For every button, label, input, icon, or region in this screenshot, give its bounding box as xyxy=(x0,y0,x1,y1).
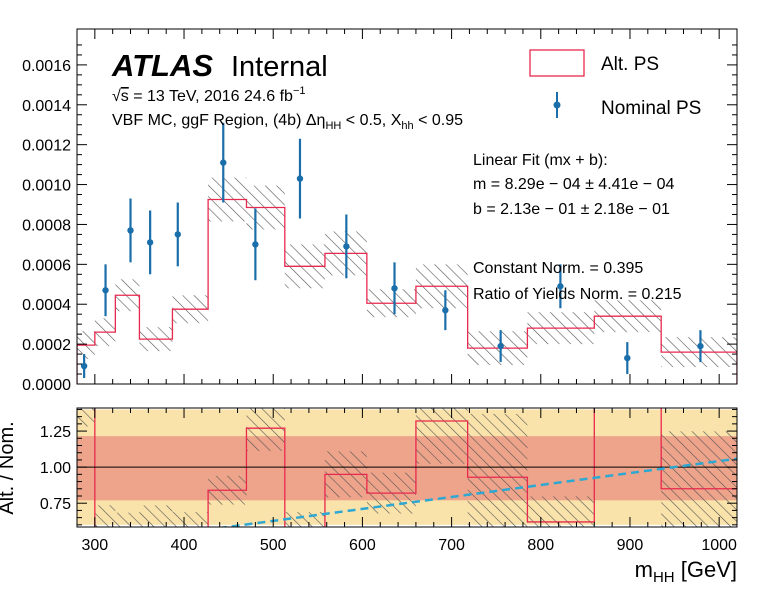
internal-label: Internal xyxy=(231,51,328,83)
nominal-ps-point xyxy=(391,285,398,292)
y-tick-label: 0.0006 xyxy=(22,257,71,274)
nominal-ps-point xyxy=(252,241,259,248)
y-tick-label: 0.75 xyxy=(40,496,71,513)
y-tick-label: 0.0002 xyxy=(22,337,71,354)
x-tick-label: 900 xyxy=(617,537,644,554)
ratio-y-ticks: 0.75 1.00 1.25 xyxy=(40,408,737,526)
sqrt-s: s xyxy=(121,88,129,105)
y-tick-label: 0.0016 xyxy=(22,58,71,75)
linear-fit-line xyxy=(218,457,737,527)
fit-b: b = 2.13e − 01 ± 2.18e − 01 xyxy=(473,201,670,218)
ratio-uncertainty-box xyxy=(77,408,95,427)
x-tick-label: 800 xyxy=(527,537,554,554)
nominal-ps-point xyxy=(174,231,181,238)
nominal-ps-point xyxy=(296,175,304,182)
main-x-ticks xyxy=(94,29,720,384)
ratio-uncertainty-box xyxy=(246,408,285,451)
legend: Alt. PS Nominal PS xyxy=(529,49,701,119)
ratio-uncertainty-box xyxy=(115,512,140,527)
x-tick-label: 1000 xyxy=(701,537,737,554)
energy-label: √s = 13 TeV, 2016 24.6 fb−1 xyxy=(112,85,305,105)
nominal-ps-point xyxy=(80,362,88,370)
nominal-ps-point xyxy=(557,283,564,290)
y-tick-label: 0.0004 xyxy=(22,297,71,314)
ratio-uncertainty-box xyxy=(94,505,116,527)
ratio-lines xyxy=(77,457,737,527)
nominal-ps-point xyxy=(146,239,154,246)
y-tick-label: 1.25 xyxy=(40,424,71,441)
ratio-uncertainty-box xyxy=(467,413,528,527)
legend-alt-label: Alt. PS xyxy=(601,54,659,75)
nominal-ps-point xyxy=(102,287,109,294)
y-tick-label: 0.0014 xyxy=(22,98,71,115)
nominal-ps-points xyxy=(80,122,704,379)
ratio-step-line xyxy=(94,408,737,527)
ratio-uncertainty-box xyxy=(661,431,737,527)
y-tick-label: 1.00 xyxy=(40,460,71,477)
x-tick-label: 500 xyxy=(260,537,287,554)
ratio-uncertainty xyxy=(77,408,737,527)
nominal-ps-point xyxy=(624,354,631,362)
main-frame xyxy=(76,28,738,385)
ratio-y-axis-label: Alt. / Nom. xyxy=(0,421,18,514)
legend-nominal-marker xyxy=(553,101,561,109)
y-tick-label: 0.0010 xyxy=(22,178,71,195)
alt-ps-histogram xyxy=(77,198,737,384)
atlas-label: ATLAS xyxy=(111,48,213,83)
sqrt-icon: √ xyxy=(112,88,121,105)
x-tick-label: 300 xyxy=(81,537,108,554)
nominal-ps-point xyxy=(697,342,704,350)
ratio-uncertainty-box xyxy=(139,505,173,527)
ratio-norm: Ratio of Yields Norm. = 0.215 xyxy=(473,286,682,303)
fit-m: m = 8.29e − 04 ± 4.41e − 04 xyxy=(473,176,674,193)
constant-norm: Constant Norm. = 0.395 xyxy=(473,260,643,277)
legend-alt-swatch xyxy=(529,49,585,77)
nominal-ps-point xyxy=(442,307,449,314)
alt-ps-step-line xyxy=(77,198,737,384)
nominal-ps-point xyxy=(127,227,134,234)
ratio-uncertainty-box xyxy=(172,512,209,527)
nominal-ps-point xyxy=(343,243,350,250)
y-tick-label: 0.0012 xyxy=(22,138,71,155)
x-axis-label: mHH [GeV] xyxy=(635,557,737,586)
ratio-histogram xyxy=(94,408,737,527)
y-tick-label: 0.0008 xyxy=(22,217,71,234)
ratio-x-ticks: 300 400 500 600 700 800 900 1000 xyxy=(81,408,737,554)
x-tick-label: 600 xyxy=(349,537,376,554)
fit-title: Linear Fit (mx + b): xyxy=(473,152,608,169)
x-tick-label: 400 xyxy=(171,537,198,554)
ratio-uncertainty-box xyxy=(415,408,468,464)
region-label: VBF MC, ggF Region, (4b) ΔηHH < 0.5, Xhh… xyxy=(112,112,463,132)
ratio-uncertainty-box xyxy=(284,512,325,527)
nominal-ps-point xyxy=(497,342,504,350)
main-panel: 0.0000 0.0002 0.0004 0.0006 0.0008 0.0010 0.00… xyxy=(22,28,738,394)
nominal-ps-point xyxy=(220,159,227,166)
legend-nominal-label: Nominal PS xyxy=(601,98,701,119)
ratio-panel: 300 400 500 600 700 800 900 1000 0.75 1.00 1.25 xyxy=(40,407,738,554)
y-tick-label: 0.0000 xyxy=(22,377,71,394)
x-tick-label: 700 xyxy=(438,537,465,554)
main-y-ticks: 0.0000 0.0002 0.0004 0.0006 0.0008 0.0010 0.00… xyxy=(22,44,737,394)
